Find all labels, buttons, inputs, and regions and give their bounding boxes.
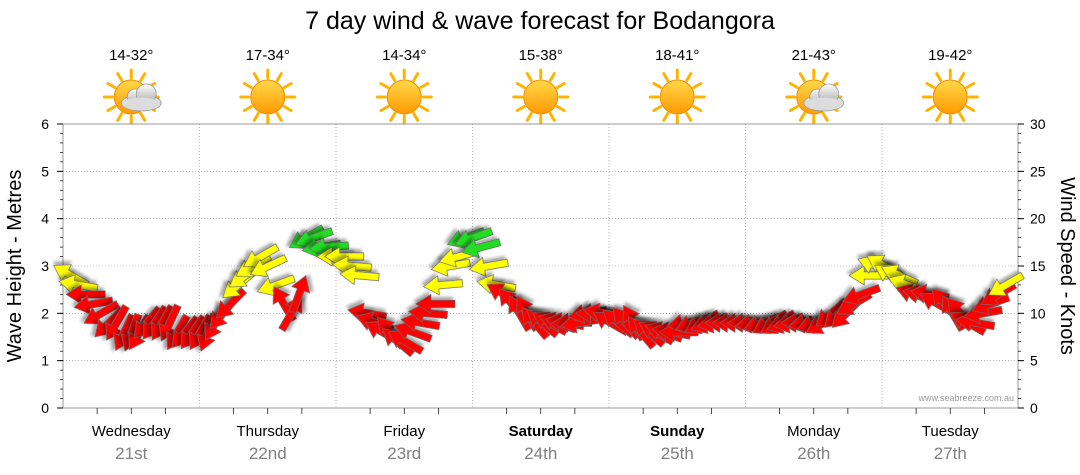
credit-text: www.seabreeze.com.au xyxy=(917,393,1014,403)
wind-arrow xyxy=(288,274,311,314)
sunny-icon xyxy=(921,68,979,126)
sunny-icon xyxy=(375,68,433,126)
chart-title: 7 day wind & wave forecast for Bodangora xyxy=(305,7,775,35)
wind-arrow xyxy=(256,274,296,297)
right-tick-label: 10 xyxy=(1030,305,1046,321)
day-temperature: 15-38° xyxy=(519,47,563,64)
sunny-icon xyxy=(239,68,297,126)
sunny-icon xyxy=(512,68,570,126)
day-name: Wednesday xyxy=(92,423,171,440)
wind-arrow xyxy=(73,294,114,315)
day-date: 24th xyxy=(524,444,557,463)
wind-arrow xyxy=(249,254,288,278)
right-tick-label: 0 xyxy=(1030,400,1038,416)
partly-cloudy-icon xyxy=(102,68,162,126)
day-temperature: 19-42° xyxy=(928,47,972,64)
day-temperature: 18-41° xyxy=(655,47,699,64)
right-tick-label: 15 xyxy=(1030,258,1046,274)
day-temperature: 17-34° xyxy=(246,47,290,64)
wind-arrow xyxy=(407,302,448,323)
day-labels: Wednesday 21st Thursday 22nd Friday 23rd Satur… xyxy=(92,408,985,463)
right-tick-label: 30 xyxy=(1030,116,1046,132)
right-tick-label: 25 xyxy=(1030,163,1046,179)
wind-arrow xyxy=(422,275,464,296)
wind-arrow xyxy=(400,312,441,332)
left-axis: 0 1 2 3 4 5 6 xyxy=(41,116,63,416)
wind-arrows xyxy=(53,224,1025,358)
day-date: 23rd xyxy=(387,444,421,463)
left-tick-label: 3 xyxy=(41,258,49,274)
partly-cloudy-icon xyxy=(785,68,845,126)
wind-arrow xyxy=(842,284,882,306)
day-name: Sunday xyxy=(650,423,705,440)
right-tick-label: 20 xyxy=(1030,211,1046,227)
day-date: 22nd xyxy=(249,444,287,463)
wind-arrow xyxy=(393,321,433,343)
wind-arrow xyxy=(58,274,99,295)
day-name: Saturday xyxy=(509,423,574,440)
day-date: 21st xyxy=(115,444,147,463)
left-axis-title: Wave Height - Metres xyxy=(4,170,26,363)
weather-icon-row xyxy=(102,68,979,126)
day-name: Thursday xyxy=(236,423,299,440)
sunny-icon xyxy=(648,68,706,126)
wind-arrow xyxy=(105,304,130,341)
day-temperature: 21-43° xyxy=(792,47,836,64)
left-tick-label: 1 xyxy=(41,353,49,369)
day-date: 26th xyxy=(797,444,830,463)
wind-arrow xyxy=(339,264,380,286)
day-temperature: 14-34° xyxy=(382,47,426,64)
day-name: Tuesday xyxy=(922,423,979,440)
wind-arrow xyxy=(468,256,509,277)
wind-arrow xyxy=(387,330,425,355)
left-tick-label: 4 xyxy=(41,211,49,227)
day-date: 27th xyxy=(934,444,967,463)
day-date: 25th xyxy=(661,444,694,463)
left-tick-label: 2 xyxy=(41,305,49,321)
wind-arrow xyxy=(461,238,502,259)
left-tick-label: 0 xyxy=(41,400,49,416)
wind-arrow xyxy=(415,293,456,315)
left-tick-label: 5 xyxy=(41,163,49,179)
day-name: Friday xyxy=(383,423,425,440)
temperature-row: 14-32° 17-34° 14-34° 15-38° 18-41° 21-43° 19-4… xyxy=(109,47,972,64)
day-name: Monday xyxy=(787,423,841,440)
day-temperature: 14-32° xyxy=(109,47,153,64)
right-axis-title: Wind Speed - Knots xyxy=(1056,177,1078,355)
right-axis: 0 5 10 15 20 25 30 xyxy=(1018,116,1046,416)
wind-arrow xyxy=(988,271,1025,297)
right-tick-label: 5 xyxy=(1030,353,1038,369)
left-tick-label: 6 xyxy=(41,116,49,132)
wind-arrow xyxy=(65,284,106,305)
